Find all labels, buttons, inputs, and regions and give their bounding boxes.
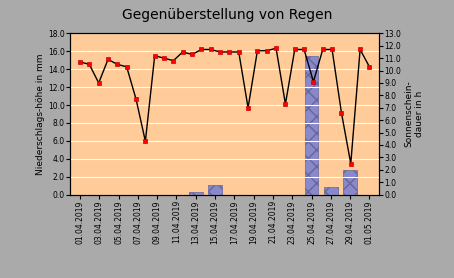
Bar bbox=[324, 187, 338, 195]
Bar bbox=[305, 56, 318, 195]
Y-axis label: Sonnenschein-
dauer in h: Sonnenschein- dauer in h bbox=[405, 81, 424, 147]
Bar bbox=[189, 192, 202, 195]
Bar bbox=[343, 170, 357, 195]
Y-axis label: Niederschlags-höhe in mm: Niederschlags-höhe in mm bbox=[36, 53, 45, 175]
Text: Gegenüberstellung von Regen: Gegenüberstellung von Regen bbox=[122, 8, 332, 22]
Bar bbox=[208, 185, 222, 195]
